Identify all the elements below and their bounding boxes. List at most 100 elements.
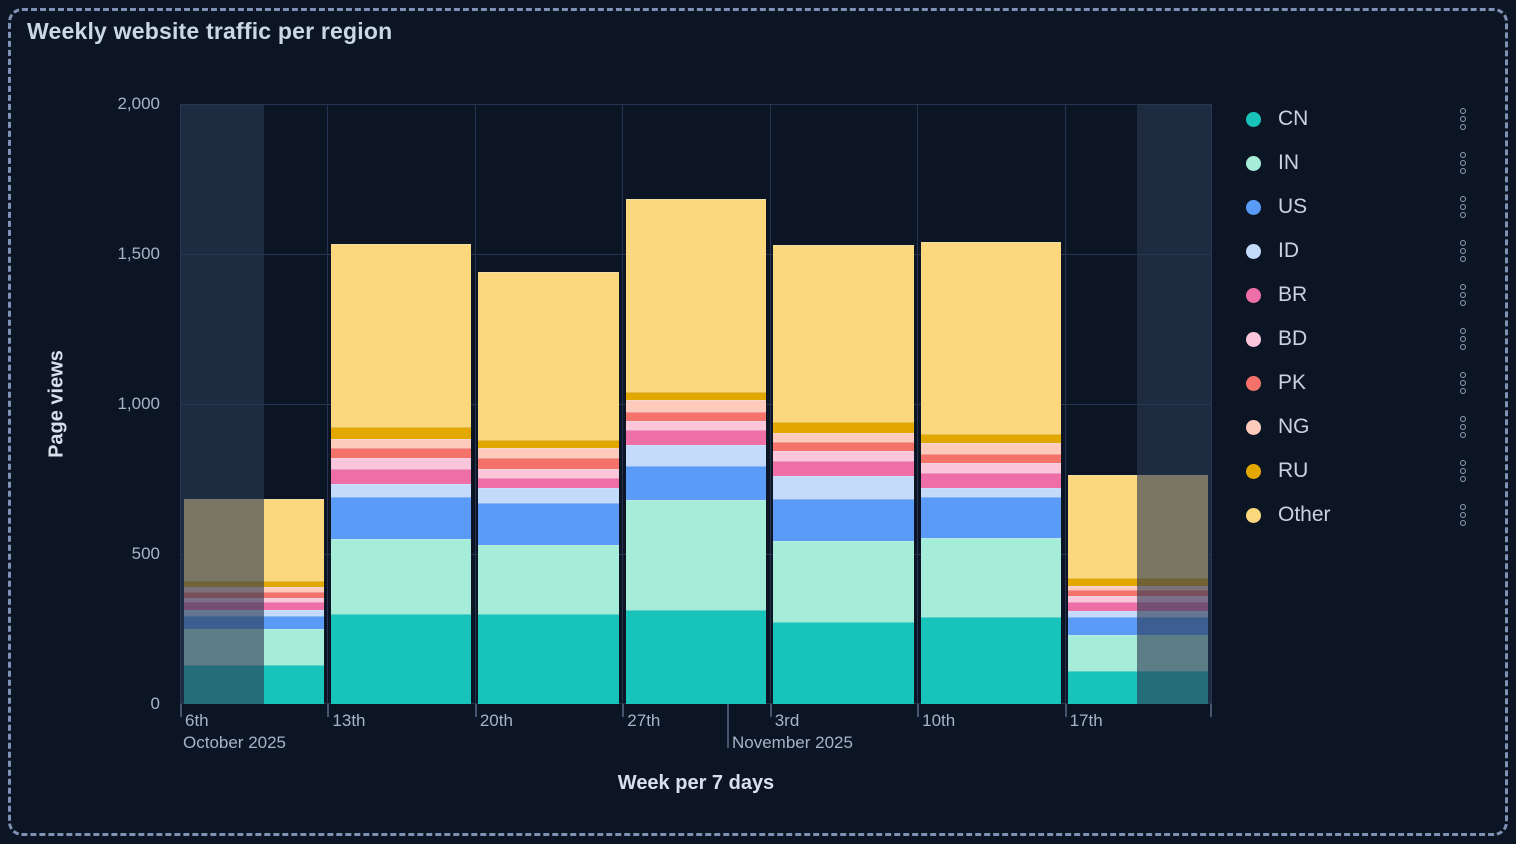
legend-menu-icon-US[interactable] [1456, 192, 1470, 222]
bar-27th-segment-US[interactable] [625, 465, 767, 500]
bar-20th [478, 104, 619, 704]
x-tick-mark [474, 704, 477, 717]
bar-27th-segment-IN[interactable] [625, 500, 767, 610]
bar-10th-segment-ID[interactable] [920, 488, 1062, 497]
gridline-vertical [769, 104, 771, 704]
bar-10th-segment-US[interactable] [920, 497, 1062, 538]
bar-3rd-segment-Other[interactable] [773, 245, 914, 422]
legend-item-ID[interactable]: ID [1240, 234, 1470, 268]
legend-swatch-RU [1246, 463, 1261, 479]
bar-27th-segment-Other[interactable] [625, 198, 767, 392]
y-tick-label: 1,500 [117, 244, 160, 263]
bar-20th-segment-ID[interactable] [478, 488, 619, 503]
legend-menu-icon-Other[interactable] [1456, 500, 1470, 530]
bar-27th-segment-ID[interactable] [625, 444, 767, 466]
legend-menu-icon-BD[interactable] [1456, 324, 1470, 354]
bar-13th-segment-BR[interactable] [330, 468, 472, 484]
bar-3rd-segment-CN[interactable] [773, 621, 914, 704]
bar-3rd [773, 104, 914, 704]
bar-20th-segment-BR[interactable] [478, 477, 619, 488]
legend-menu-icon-ID[interactable] [1456, 236, 1470, 266]
plot-area [180, 104, 1212, 704]
bar-3rd-segment-ID[interactable] [773, 476, 914, 499]
bar-10th-segment-CN[interactable] [920, 617, 1062, 704]
bar-13th-segment-CN[interactable] [330, 614, 472, 704]
bar-10th-segment-BR[interactable] [920, 473, 1062, 488]
bar-3rd-segment-PK[interactable] [773, 441, 914, 451]
bar-3rd-segment-US[interactable] [773, 498, 914, 541]
legend-item-PK[interactable]: PK [1240, 366, 1470, 400]
bar-27th-segment-CN[interactable] [625, 609, 767, 704]
gridline-vertical [327, 104, 329, 704]
bar-3rd-segment-IN[interactable] [773, 540, 914, 622]
gridline-vertical [474, 104, 476, 704]
legend-swatch-Other [1246, 507, 1261, 523]
legend-item-Other[interactable]: Other [1240, 498, 1470, 532]
legend-label-PK: PK [1278, 371, 1307, 394]
legend-item-NG[interactable]: NG [1240, 410, 1470, 444]
bar-20th-segment-Other[interactable] [478, 272, 619, 440]
bar-13th [330, 104, 472, 704]
bar-20th-segment-RU[interactable] [478, 440, 619, 448]
bar-20th-segment-NG[interactable] [478, 447, 619, 458]
legend-swatch-BR [1246, 287, 1261, 303]
bar-13th-segment-PK[interactable] [330, 447, 472, 458]
gridline-vertical [1064, 104, 1066, 704]
legend-item-IN[interactable]: IN [1240, 146, 1470, 180]
legend-item-CN[interactable]: CN [1240, 102, 1470, 136]
legend-menu-icon-IN[interactable] [1456, 148, 1470, 178]
bar-20th-segment-BD[interactable] [478, 468, 619, 478]
legend-item-US[interactable]: US [1240, 190, 1470, 224]
bar-20th-segment-IN[interactable] [478, 545, 619, 614]
bar-13th-segment-IN[interactable] [330, 539, 472, 614]
legend-item-BR[interactable]: BR [1240, 278, 1470, 312]
bar-20th-segment-CN[interactable] [478, 614, 619, 704]
bar-10th-segment-NG[interactable] [920, 443, 1062, 454]
x-tick-mark [917, 704, 920, 717]
legend-swatch-IN [1246, 155, 1261, 171]
x-tick-label-10th: 10th [922, 711, 956, 730]
legend-menu-icon-PK[interactable] [1456, 368, 1470, 398]
bar-20th-segment-PK[interactable] [478, 458, 619, 469]
bar-13th-segment-Other[interactable] [330, 243, 472, 427]
bar-13th-segment-BD[interactable] [330, 458, 472, 469]
bar-27th-segment-BD[interactable] [625, 420, 767, 430]
y-tick-label: 2,000 [117, 94, 160, 113]
bar-3rd-segment-NG[interactable] [773, 432, 914, 442]
bar-3rd-segment-RU[interactable] [773, 422, 914, 433]
legend-menu-icon-CN[interactable] [1456, 104, 1470, 134]
bar-27th-segment-PK[interactable] [625, 411, 767, 421]
legend-label-NG: NG [1278, 415, 1310, 438]
legend-menu-icon-NG[interactable] [1456, 412, 1470, 442]
bar-10th-segment-PK[interactable] [920, 453, 1062, 463]
bar-27th-segment-NG[interactable] [625, 399, 767, 412]
bar-10th-segment-IN[interactable] [920, 537, 1062, 617]
month-label-october: October 2025 [183, 733, 287, 752]
bar-3rd-segment-BD[interactable] [773, 450, 914, 461]
bar-10th-segment-Other[interactable] [920, 242, 1062, 434]
bar-27th-segment-BR[interactable] [625, 429, 767, 445]
legend-menu-icon-RU[interactable] [1456, 456, 1470, 486]
month-boundary-tick [727, 704, 729, 748]
x-tick-mark [1064, 704, 1067, 717]
dimmed-range-overlay-left [180, 104, 264, 704]
legend-swatch-US [1246, 199, 1261, 215]
legend-item-RU[interactable]: RU [1240, 454, 1470, 488]
x-axis-title: Week per 7 days [617, 772, 775, 794]
bar-27th-segment-RU[interactable] [625, 392, 767, 400]
x-tick-mark [769, 704, 772, 717]
legend-label-Other: Other [1278, 503, 1331, 526]
chart-title: Weekly website traffic per region [27, 18, 393, 44]
legend-menu-icon-BR[interactable] [1456, 280, 1470, 310]
legend-label-ID: ID [1278, 239, 1299, 262]
legend-item-BD[interactable]: BD [1240, 322, 1470, 356]
bar-13th-segment-ID[interactable] [330, 483, 472, 497]
bar-13th-segment-NG[interactable] [330, 438, 472, 448]
bar-10th-segment-BD[interactable] [920, 462, 1062, 473]
bar-13th-segment-US[interactable] [330, 497, 472, 539]
bar-10th-segment-RU[interactable] [920, 434, 1062, 443]
bar-13th-segment-RU[interactable] [330, 426, 472, 439]
bar-20th-segment-US[interactable] [478, 503, 619, 545]
bar-3rd-segment-BR[interactable] [773, 461, 914, 476]
